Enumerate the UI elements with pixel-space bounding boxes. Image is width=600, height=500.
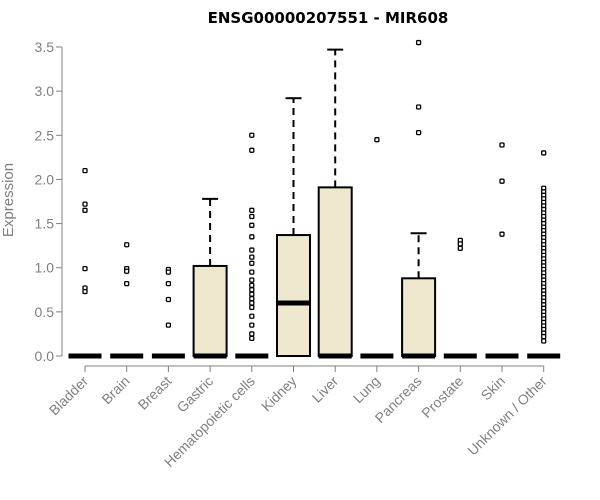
outlier-point [82, 167, 88, 174]
outlier-point [249, 234, 255, 240]
outlier-point [165, 296, 172, 303]
box-group [527, 150, 561, 359]
outlier-point [165, 280, 172, 287]
outlier-point [249, 269, 255, 275]
outlier-point [249, 282, 255, 289]
x-tick-label: Prostate [418, 373, 466, 421]
outlier-point [249, 147, 255, 153]
outlier-point [249, 295, 255, 302]
y-tick-label: 3.0 [35, 83, 55, 99]
box-group [276, 97, 311, 357]
outlier-point [82, 265, 88, 272]
x-tick-label: Liver [309, 373, 342, 406]
x-tick-label: Lung [350, 373, 383, 406]
y-tick-label: 2.5 [35, 127, 55, 143]
outlier-point [415, 129, 422, 136]
y-tick-label: 3.5 [35, 39, 55, 55]
outlier-point [124, 268, 130, 274]
outlier-point [249, 335, 255, 341]
outlier-point [249, 277, 255, 283]
box-group [110, 242, 144, 359]
box-group [401, 39, 437, 359]
outlier-point [499, 142, 505, 148]
x-tick-label: Skin [478, 373, 509, 404]
box-group [485, 142, 519, 359]
box [317, 186, 353, 357]
x-tick-label: Kidney [258, 373, 300, 415]
outlier-point [249, 207, 255, 213]
outlier-point [457, 245, 463, 251]
outlier-point [249, 304, 255, 311]
chart-title: ENSG00000207551 - MIR608 [208, 9, 449, 27]
y-tick-label: 1.5 [35, 216, 55, 232]
outlier-point [249, 313, 255, 319]
outlier-point [124, 280, 130, 287]
box-group [360, 137, 394, 359]
outlier-point [165, 322, 172, 328]
outlier-point [249, 254, 255, 260]
x-tick-label: Unknown / Other [464, 373, 550, 459]
y-axis-label: Expression [0, 163, 17, 237]
outlier-point [249, 287, 255, 293]
outlier-point [457, 241, 463, 247]
box-group [68, 167, 102, 359]
box [401, 277, 437, 357]
y-tick-label: 1.0 [35, 260, 55, 276]
x-tick-label: Brain [98, 373, 132, 407]
outlier-point [249, 213, 255, 220]
outlier-point [249, 132, 255, 138]
outlier-point [541, 338, 547, 344]
outlier-point [82, 201, 88, 207]
outlier-point [124, 242, 130, 248]
y-tick-label: 2.0 [35, 171, 55, 187]
outlier-point [249, 247, 255, 253]
outlier-point [249, 222, 255, 228]
outlier-point [82, 288, 88, 295]
outlier-point [541, 333, 547, 340]
outlier-point [499, 178, 505, 184]
x-tick-label: Bladder [46, 373, 92, 419]
x-tick-label: Breast [135, 373, 175, 413]
box-group [443, 237, 477, 359]
box [192, 264, 228, 358]
outlier-point [82, 207, 88, 213]
y-tick-label: 0.0 [35, 348, 55, 364]
box-group [192, 197, 228, 359]
outlier-point [415, 104, 422, 110]
box-group [151, 266, 185, 359]
box-group [317, 48, 353, 359]
box [276, 234, 311, 357]
plot-area [68, 39, 561, 359]
box-group [235, 132, 269, 359]
outlier-point [541, 150, 547, 156]
outlier-point [249, 291, 255, 297]
outlier-point [249, 260, 255, 266]
y-axis: 0.0 0.5 1.0 1.5 2.0 2.5 3.0 3.5 [35, 39, 63, 364]
outlier-point [374, 137, 380, 143]
y-tick-label: 0.5 [35, 304, 55, 320]
outlier-point [249, 331, 255, 337]
outlier-point [499, 231, 505, 237]
outlier-point [165, 269, 172, 275]
outlier-point [415, 39, 422, 46]
outlier-point [249, 322, 255, 328]
outlier-point [249, 300, 255, 306]
